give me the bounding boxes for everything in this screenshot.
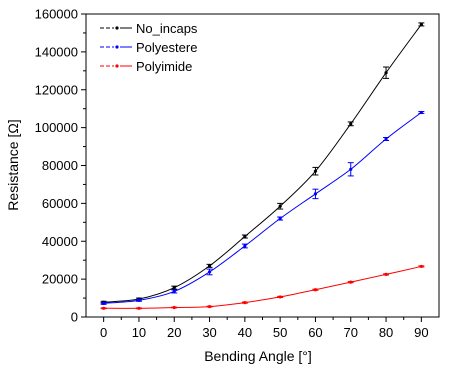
x-tick-label: 20	[167, 325, 181, 340]
y-tick-label: 40000	[42, 234, 78, 249]
legend-label: Polyimide	[136, 59, 192, 74]
data-point	[313, 288, 318, 292]
x-tick-label: 80	[379, 325, 393, 340]
data-point	[243, 301, 247, 305]
tick-labels: 0 10 20 30 40 50 60 70 80 90 0 20000 40000 60000 80000…	[35, 7, 429, 341]
data-point	[207, 270, 212, 274]
y-tick-label: 20000	[42, 272, 78, 287]
y-tick-label: 120000	[35, 82, 78, 97]
legend-marker	[115, 64, 119, 68]
data-point	[102, 301, 106, 305]
data-point	[278, 295, 282, 299]
data-point	[349, 167, 353, 171]
data-point	[384, 272, 388, 276]
x-tick-label: 50	[273, 325, 287, 340]
series-lines	[100, 22, 425, 310]
data-point	[278, 216, 282, 221]
x-tick-label: 70	[344, 325, 358, 340]
data-point	[313, 192, 318, 196]
x-tick-label: 30	[202, 325, 216, 340]
data-point	[313, 169, 318, 173]
x-tick-label: 40	[238, 325, 252, 340]
data-point	[384, 71, 388, 75]
legend-marker	[115, 45, 119, 49]
y-tick-label: 0	[71, 310, 78, 325]
series-line	[103, 24, 422, 303]
legend-label: No_incaps	[136, 21, 198, 36]
y-tick-label: 140000	[35, 44, 78, 59]
data-point	[278, 204, 282, 208]
series-line	[103, 112, 422, 304]
data-point	[419, 264, 423, 269]
series-polyimide	[100, 264, 425, 310]
series-line	[103, 265, 422, 309]
y-tick-label: 160000	[35, 7, 78, 22]
data-point	[207, 304, 212, 309]
data-point	[349, 122, 353, 126]
series-polyestere	[100, 110, 425, 305]
data-point	[419, 22, 423, 27]
x-tick-label: 60	[308, 325, 322, 340]
legend-marker	[115, 26, 119, 30]
data-point	[419, 110, 423, 115]
legend-entry: No_incaps	[100, 21, 198, 36]
y-axis-label: Resistance [Ω]	[5, 119, 21, 210]
data-point	[243, 234, 247, 239]
data-point	[102, 306, 106, 310]
data-point	[137, 306, 141, 310]
y-tick-label: 80000	[42, 158, 78, 173]
data-point	[172, 286, 176, 290]
x-axis-label: Bending Angle [°]	[204, 348, 312, 364]
legend-label: Polyestere	[136, 40, 197, 55]
data-point	[384, 137, 388, 141]
tick-marks	[81, 13, 422, 322]
data-point	[207, 264, 212, 268]
x-tick-label: 90	[414, 325, 428, 340]
y-tick-label: 60000	[42, 196, 78, 211]
data-point	[137, 298, 141, 302]
data-point	[172, 289, 176, 294]
data-point	[349, 280, 353, 284]
data-point	[172, 305, 176, 310]
x-tick-label: 0	[100, 325, 107, 340]
y-tick-label: 100000	[35, 120, 78, 135]
data-point	[243, 244, 247, 248]
x-tick-label: 10	[132, 325, 146, 340]
legend-entry: Polyestere	[100, 40, 197, 55]
legend: No_incaps Polyestere Polyimide	[100, 21, 198, 74]
legend-entry: Polyimide	[100, 59, 192, 74]
